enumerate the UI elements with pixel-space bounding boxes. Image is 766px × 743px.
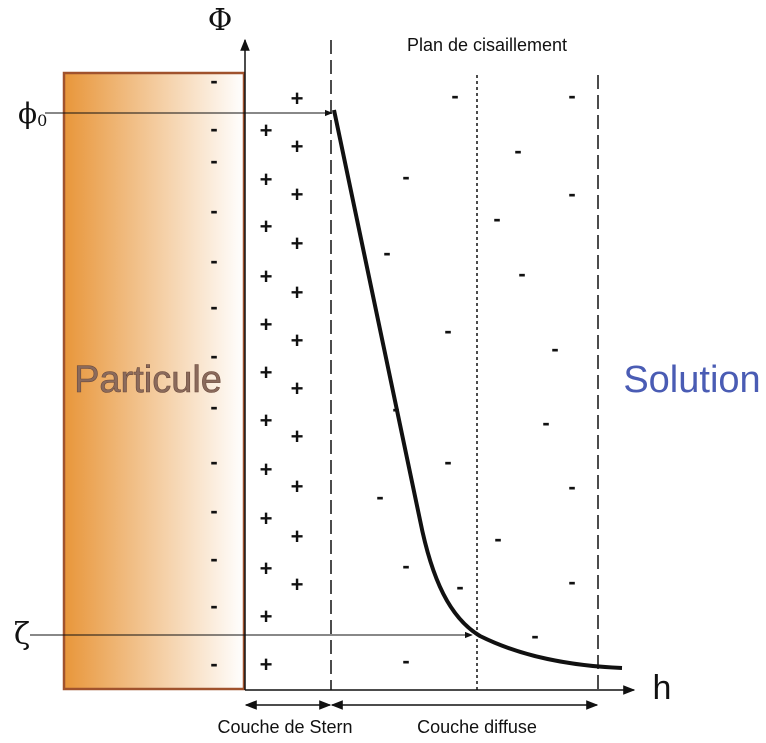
negative-charge: - <box>376 484 383 509</box>
negative-charge: - <box>210 546 217 571</box>
negative-charge: - <box>518 261 525 286</box>
positive-charge: + <box>260 556 273 581</box>
negative-charge: - <box>444 449 451 474</box>
negative-charge: - <box>402 648 409 673</box>
negative-charge: - <box>392 396 399 421</box>
positive-charge: + <box>291 231 304 256</box>
negative-charge: - <box>451 83 458 108</box>
positive-charge: + <box>291 280 304 305</box>
negative-charge: - <box>210 394 217 419</box>
positive-charge: + <box>260 652 273 677</box>
negative-charge: - <box>568 181 575 206</box>
negative-charge: - <box>444 318 451 343</box>
negative-charge: - <box>210 449 217 474</box>
positive-charge: + <box>291 424 304 449</box>
positive-charge: + <box>260 214 273 239</box>
positive-charge: + <box>260 360 273 385</box>
negative-charge: - <box>210 343 217 368</box>
positive-charge: + <box>260 604 273 629</box>
negative-charge: - <box>493 206 500 231</box>
zeta-label: ζ <box>14 617 30 652</box>
negative-charge: - <box>210 198 217 223</box>
shear-plane-label: Plan de cisaillement <box>407 35 567 55</box>
negative-charge: - <box>210 148 217 173</box>
negative-charge: - <box>551 336 558 361</box>
negative-charge: - <box>456 574 463 599</box>
positive-charge: + <box>260 457 273 482</box>
diffuse-layer-label: Couche diffuse <box>417 717 537 737</box>
positive-charge: + <box>291 86 304 111</box>
negative-charge: - <box>568 474 575 499</box>
stern-layer-label: Couche de Stern <box>217 717 352 737</box>
negative-charge: - <box>210 498 217 523</box>
negative-charge: - <box>531 623 538 648</box>
positive-charge: + <box>260 118 273 143</box>
positive-charge: + <box>291 134 304 159</box>
particle <box>62 71 246 691</box>
negative-charge: - <box>210 248 217 273</box>
positive-charge: + <box>260 167 273 192</box>
negative-charge: - <box>402 553 409 578</box>
solution-label: Solution <box>623 359 760 401</box>
negative-charge: - <box>568 83 575 108</box>
negative-charge: - <box>568 569 575 594</box>
negative-charge: - <box>383 240 390 265</box>
negative-charge: - <box>210 294 217 319</box>
y-axis-label: Φ <box>208 3 233 38</box>
x-axis-label: h <box>653 669 672 707</box>
phi0-subscript: 0 <box>37 111 47 130</box>
positive-charge: + <box>291 376 304 401</box>
negative-charge: - <box>210 116 217 141</box>
positive-charge: + <box>260 264 273 289</box>
negative-charge: - <box>542 410 549 435</box>
negative-charge: - <box>210 651 217 676</box>
positive-charge: + <box>291 328 304 353</box>
phi0-label: ϕ0 <box>18 97 47 130</box>
charges: - - - - - - - - - - - - - + + + + + + + + + + + + + + + + + + + + + + + - - - -… <box>210 68 575 677</box>
negative-charge: - <box>210 593 217 618</box>
positive-charge: + <box>291 474 304 499</box>
negative-charge: - <box>402 164 409 189</box>
positive-charge: + <box>291 182 304 207</box>
negative-charge: - <box>210 68 217 93</box>
particle-label: Particule <box>74 359 222 401</box>
negative-charge: - <box>494 526 501 551</box>
positive-charge: + <box>291 572 304 597</box>
positive-charge: + <box>260 312 273 337</box>
positive-charge: + <box>260 408 273 433</box>
positive-charge: + <box>260 506 273 531</box>
phi0-symbol: ϕ <box>18 97 37 130</box>
positive-charge: + <box>291 524 304 549</box>
potential-curve <box>332 109 623 670</box>
negative-charge: - <box>514 138 521 163</box>
